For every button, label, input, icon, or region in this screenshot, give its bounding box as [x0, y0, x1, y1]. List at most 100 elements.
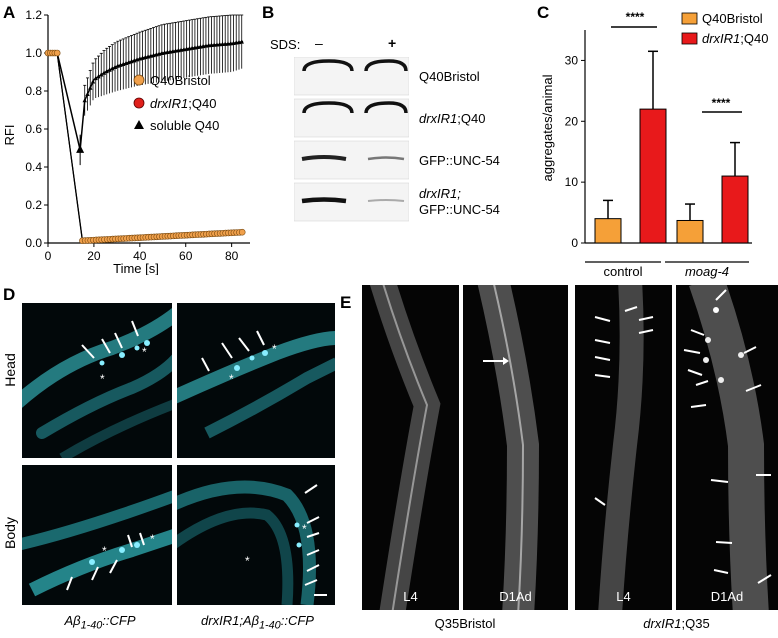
- micrograph-body-drxir1: * *: [177, 465, 335, 605]
- xtick-label: 40: [133, 249, 147, 263]
- panel-c-legend: Q40Bristol drxIR1;Q40: [681, 11, 768, 46]
- stage-label-4: D1Ad: [710, 589, 744, 604]
- point-soluble-q40: [85, 91, 90, 97]
- sig-moag4: ****: [712, 96, 731, 110]
- band-row3-minus: [301, 155, 347, 161]
- ytick-label: 0.2: [25, 198, 42, 212]
- point-soluble-q40: [104, 68, 109, 74]
- point-soluble-q40: [82, 98, 87, 103]
- bar-q40bristol-control: [594, 218, 622, 244]
- point-soluble-q40: [76, 144, 85, 153]
- band-row2-plus: [364, 101, 408, 114]
- point-soluble-q40: [101, 70, 107, 75]
- blot-strip-3: [294, 140, 409, 180]
- panel-c-ylabel: aggregates/animal: [540, 74, 555, 181]
- col-label-drxir1-ab: drxIR1;Aβ1-40::CFP: [201, 613, 314, 632]
- panel-b: SDS: – + Q40Bristol drxIR1;Q40 GFP::UNC-…: [262, 0, 542, 225]
- point-soluble-q40: [239, 39, 244, 44]
- blot-label-4: drxIR1; GFP::UNC-54: [419, 186, 500, 217]
- col-label-ab: Aβ1-40::CFP: [64, 613, 136, 632]
- legend-c-label-q40bristol: Q40Bristol: [702, 11, 763, 26]
- point-soluble-q40: [88, 85, 93, 90]
- legend-c-label-drxir1: drxIR1;Q40: [702, 31, 768, 46]
- group-label-moag4: moag-4: [685, 264, 729, 279]
- panel-a-label: A: [3, 3, 16, 22]
- svg-text:*: *: [229, 372, 234, 386]
- ytick-label: 0.6: [25, 122, 42, 136]
- point-q40bristol: [53, 49, 61, 57]
- panel-a-ylabel: RFI: [2, 125, 17, 146]
- point-soluble-q40: [99, 72, 104, 77]
- svg-text:*: *: [100, 372, 105, 386]
- stage-label-3: L4: [616, 589, 631, 604]
- blot-label-2: drxIR1;Q40: [419, 111, 486, 126]
- stage-label-1: L4: [403, 589, 418, 604]
- svg-text:*: *: [102, 544, 107, 558]
- micrograph-e-q35-l4: L4: [362, 285, 459, 610]
- band-row4-plus: [367, 199, 405, 202]
- legend-swatch-drxir1: [681, 32, 698, 45]
- xtick-label: 20: [87, 249, 101, 263]
- point-soluble-q40: [93, 75, 98, 81]
- group-label-q35bristol: Q35Bristol: [434, 616, 496, 631]
- band-row1-plus: [364, 59, 408, 72]
- bar-q40bristol-moag-4: [676, 219, 704, 244]
- sds-plus: +: [388, 35, 397, 51]
- micrograph-head-drxir1: * *: [177, 303, 335, 458]
- point-soluble-q40: [90, 79, 96, 84]
- xtick-label: 60: [179, 249, 193, 263]
- panel-a-chart: 0.0 0.2 0.4 0.6 0.8 1.0 1.2 0 20 40 60 80 RFI Time …: [2, 8, 250, 275]
- ytick-label: 0.4: [25, 160, 42, 174]
- group-label-control: control: [603, 264, 642, 279]
- point-soluble-q40: [110, 66, 115, 71]
- c-ytick-label: 10: [565, 175, 579, 189]
- blot-label-1: Q40Bristol: [419, 69, 480, 84]
- point-soluble-q40: [96, 74, 101, 79]
- legend-marker-q40bristol: [133, 74, 145, 86]
- micrograph-e-drxir1-l4: L4: [575, 285, 672, 610]
- ytick-label: 1.0: [25, 46, 42, 60]
- band-row1-minus: [302, 59, 354, 72]
- blot-label-3: GFP::UNC-54: [419, 153, 500, 168]
- band-row4-minus: [301, 197, 347, 204]
- panel-c-chart: 0 10 20 30 aggregates/animal **** **** Q40B…: [540, 10, 768, 279]
- legend-marker-drxir1-q40: [133, 97, 145, 109]
- point-q40bristol: [238, 228, 246, 236]
- svg-text:*: *: [142, 345, 147, 359]
- micrograph-body-ab: * *: [22, 465, 172, 605]
- western-blot: [294, 57, 409, 222]
- micrograph-e-q35-d1ad: D1Ad: [463, 285, 568, 610]
- legend-marker-soluble-q40: [134, 120, 144, 129]
- bar-drxir1-q40-moag-4: [721, 175, 749, 244]
- band-row3-plus: [367, 156, 405, 161]
- panel-c-label: C: [537, 3, 550, 22]
- panel-e-label: E: [340, 293, 352, 312]
- svg-text:*: *: [150, 532, 155, 546]
- micrograph-head-ab: * *: [22, 303, 172, 458]
- stage-label-2: D1Ad: [499, 589, 532, 604]
- xtick-label: 80: [225, 249, 239, 263]
- panel-d-label: D: [3, 285, 16, 304]
- panel-a-legend: Q40Bristol drxIR1;Q40 soluble Q40: [133, 73, 219, 133]
- c-ytick-label: 20: [565, 114, 579, 128]
- row-label-body: Body: [2, 517, 18, 549]
- micrograph-e-drxir1-d1ad: D1Ad: [676, 285, 778, 610]
- sig-control: ****: [626, 10, 645, 24]
- ytick-label: 0.0: [25, 236, 42, 250]
- c-ytick-label: 30: [565, 53, 579, 67]
- panel-b-label: B: [262, 3, 275, 22]
- sds-minus: –: [315, 35, 323, 51]
- bar-drxir1-q40-control: [639, 108, 667, 244]
- svg-text:*: *: [272, 342, 277, 356]
- ytick-label: 1.2: [25, 8, 42, 22]
- svg-text:*: *: [245, 554, 250, 568]
- point-soluble-q40: [112, 64, 118, 70]
- panel-a-xlabel: Time [s]: [113, 261, 159, 275]
- legend-swatch-q40bristol: [681, 12, 698, 25]
- xtick-label: 0: [45, 249, 52, 263]
- svg-text:*: *: [302, 522, 307, 536]
- point-soluble-q40: [107, 67, 112, 72]
- c-ytick-label: 0: [571, 236, 578, 250]
- group-label-drxir1-q35: drxIR1;Q35: [643, 616, 710, 631]
- band-row2-minus: [302, 101, 354, 114]
